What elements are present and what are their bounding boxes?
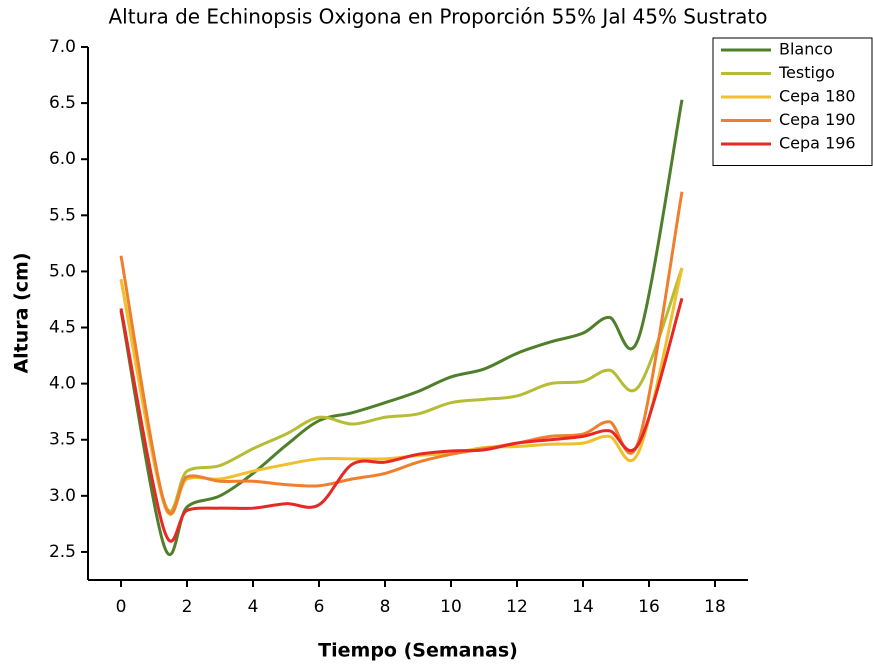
y-axis-label: Altura (cm) (11, 252, 33, 373)
x-axis-label: Tiempo (Semanas) (318, 640, 518, 662)
y-tick-label: 7.0 (49, 37, 76, 57)
series-line (119, 297, 684, 543)
x-tick-label: 18 (704, 597, 726, 617)
y-tick-label: 5.0 (49, 261, 76, 281)
x-tick-label: 6 (314, 597, 325, 617)
series-line (119, 99, 684, 557)
series-line (119, 191, 684, 515)
x-tick-label: 16 (638, 597, 660, 617)
y-tick-label: 6.0 (49, 149, 76, 169)
x-tick-label: 8 (380, 597, 391, 617)
legend-label: Cepa 180 (779, 87, 856, 106)
x-tick-label: 10 (440, 597, 462, 617)
x-tick-label: 0 (116, 597, 127, 617)
series-line (119, 267, 684, 516)
legend-label: Blanco (779, 40, 833, 59)
chart-title: Altura de Echinopsis Oxigona en Proporci… (108, 5, 767, 29)
legend-label: Testigo (778, 63, 835, 82)
y-tick-label: 2.5 (49, 542, 76, 562)
x-tick-label: 14 (572, 597, 594, 617)
series-line (119, 267, 684, 513)
y-tick-label: 3.5 (49, 430, 76, 450)
y-tick-label: 5.5 (49, 205, 76, 225)
y-tick-label: 6.5 (49, 93, 76, 113)
legend-label: Cepa 196 (779, 134, 856, 153)
x-tick-label: 2 (182, 597, 193, 617)
y-tick-label: 3.0 (49, 486, 76, 506)
y-tick-label: 4.0 (49, 374, 76, 394)
x-tick-label: 4 (248, 597, 259, 617)
y-tick-label: 4.5 (49, 318, 76, 338)
legend-label: Cepa 190 (779, 110, 856, 129)
x-tick-label: 12 (506, 597, 528, 617)
